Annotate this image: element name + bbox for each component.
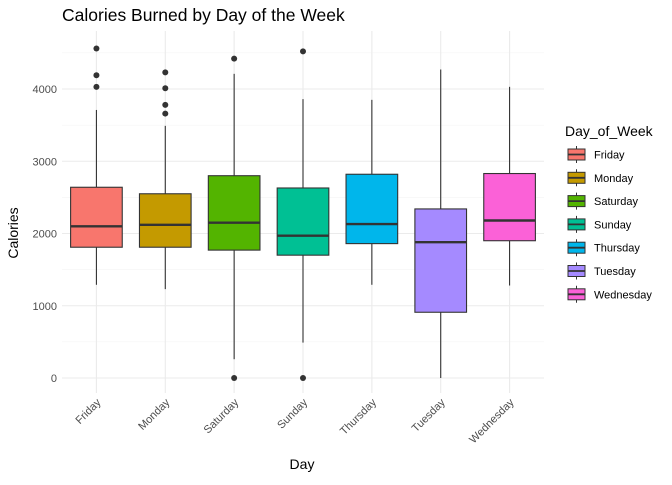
x-tick-label: Friday (73, 396, 103, 426)
box-wednesday (483, 86, 536, 286)
y-tick-label: 2000 (33, 229, 57, 241)
box-iqr (483, 172, 536, 242)
legend-item-friday: Friday (567, 146, 625, 163)
outlier-point (162, 101, 169, 108)
legend-item-wednesday: Wednesday (567, 285, 652, 303)
box-saturday (207, 55, 261, 381)
y-tick-label: 4000 (33, 84, 57, 96)
legend-label: Monday (594, 173, 634, 185)
outlier-point (300, 375, 306, 381)
legend-label: Wednesday (594, 289, 652, 301)
y-tick-label: 1000 (33, 301, 57, 313)
x-axis: Friday Monday Saturday Sunday Thursday Tuesda… (73, 396, 517, 446)
x-tick-label: Sunday (275, 396, 310, 431)
legend-label: Friday (594, 150, 625, 162)
box-iqr (414, 208, 468, 313)
outlier-point (93, 83, 100, 90)
box-iqr (276, 187, 330, 256)
legend-label: Saturday (594, 196, 639, 208)
x-tick-label: Monday (136, 396, 173, 433)
box-iqr (207, 175, 261, 251)
outlier-point (231, 375, 238, 381)
x-tick-label: Saturday (202, 396, 242, 436)
legend-item-saturday: Saturday (567, 192, 639, 210)
chart-title: Calories Burned by Day of the Week (62, 5, 345, 25)
outlier-point (231, 55, 238, 62)
outlier-point (93, 45, 100, 52)
legend: Day_of_Week Friday Monday Saturday Sunday Th… (565, 123, 654, 303)
legend-item-sunday: Sunday (567, 215, 632, 233)
y-tick-label: 3000 (33, 156, 57, 168)
box-monday (138, 69, 192, 290)
outlier-point (162, 110, 169, 117)
y-tick-label: 0 (51, 373, 57, 385)
outlier-point (93, 72, 100, 79)
y-axis-title: Calories (5, 207, 21, 258)
legend-label: Thursday (594, 243, 640, 255)
box-layer (70, 45, 536, 381)
box-sunday (276, 48, 330, 381)
legend-item-tuesday: Tuesday (567, 262, 636, 280)
outlier-point (162, 85, 169, 92)
legend-item-monday: Monday (567, 169, 634, 187)
x-tick-label: Tuesday (410, 396, 448, 434)
x-axis-title: Day (290, 456, 315, 472)
box-iqr (345, 173, 399, 245)
box-friday (70, 45, 123, 285)
y-axis: 0 1000 2000 3000 4000 (33, 84, 57, 385)
x-tick-label: Wednesday (467, 396, 517, 446)
box-iqr (138, 193, 192, 248)
legend-label: Tuesday (594, 266, 636, 278)
legend-item-thursday: Thursday (567, 239, 640, 257)
legend-label: Sunday (594, 219, 632, 231)
box-tuesday (414, 69, 468, 378)
legend-title: Day_of_Week (565, 123, 654, 139)
box-thursday (345, 99, 399, 285)
box-iqr (70, 186, 123, 248)
x-tick-label: Thursday (338, 396, 379, 437)
outlier-point (300, 48, 306, 55)
outlier-point (162, 69, 169, 76)
